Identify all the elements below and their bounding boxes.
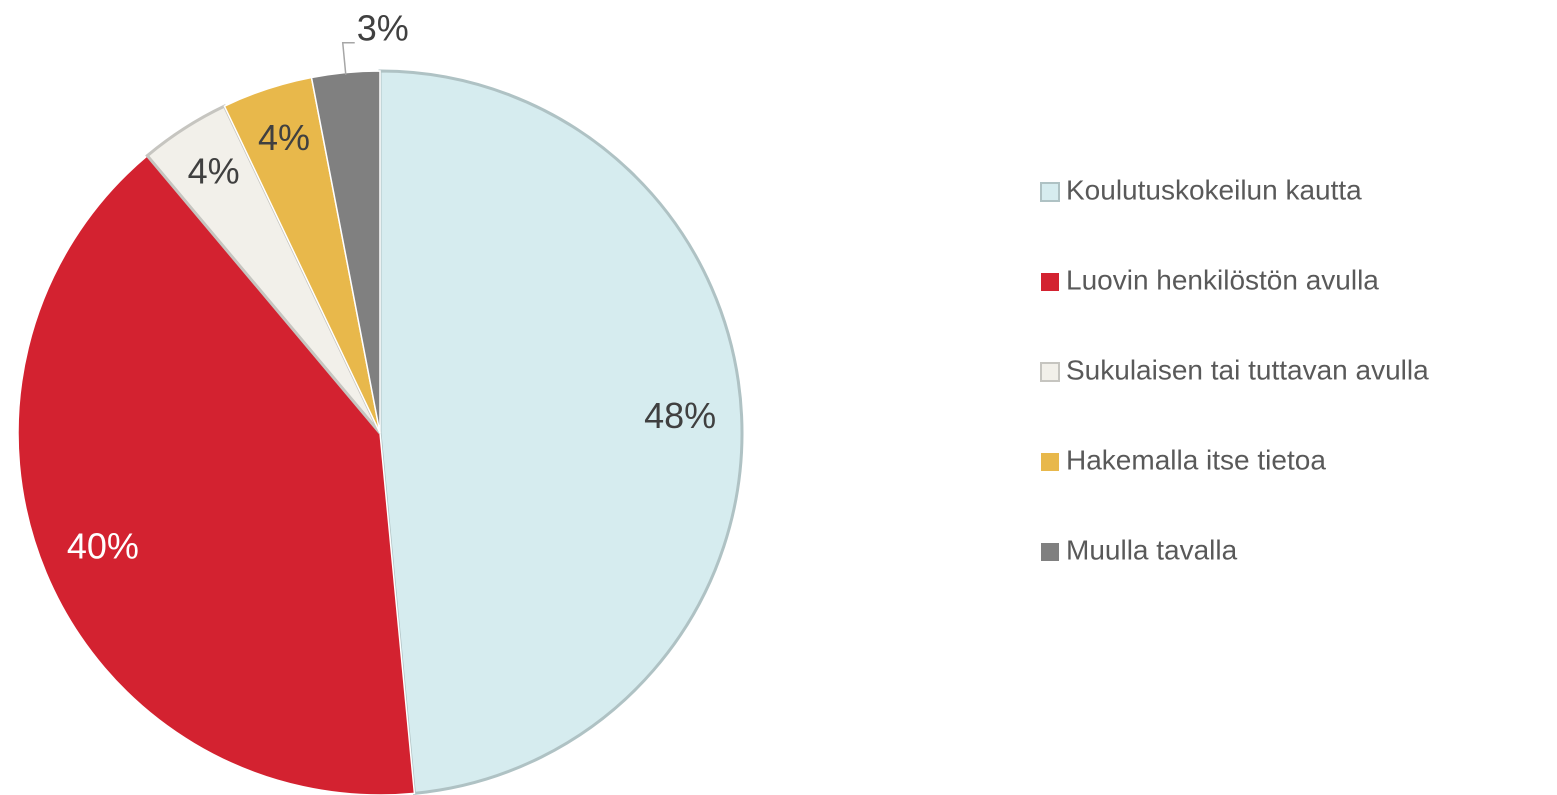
data-label: 4% [188,151,240,192]
data-label: 4% [258,117,310,158]
legend-swatch [1041,453,1059,471]
data-label: 40% [67,526,139,567]
data-label: 3% [357,7,409,48]
legend-swatch [1041,273,1059,291]
legend-swatch [1041,543,1059,561]
legend-label: Hakemalla itse tietoa [1066,444,1326,475]
leader-line [341,42,355,75]
pie-slice [378,69,744,795]
legend-label: Luovin henkilöstön avulla [1066,264,1379,295]
legend-swatch [1040,182,1060,202]
legend-label: Muulla tavalla [1066,534,1238,565]
legend-label: Koulutuskokeilun kautta [1066,174,1362,205]
pie-slice [17,154,416,795]
data-label: 48% [644,395,716,436]
legend-swatch [1040,362,1060,382]
legend-label: Sukulaisen tai tuttavan avulla [1066,354,1429,385]
